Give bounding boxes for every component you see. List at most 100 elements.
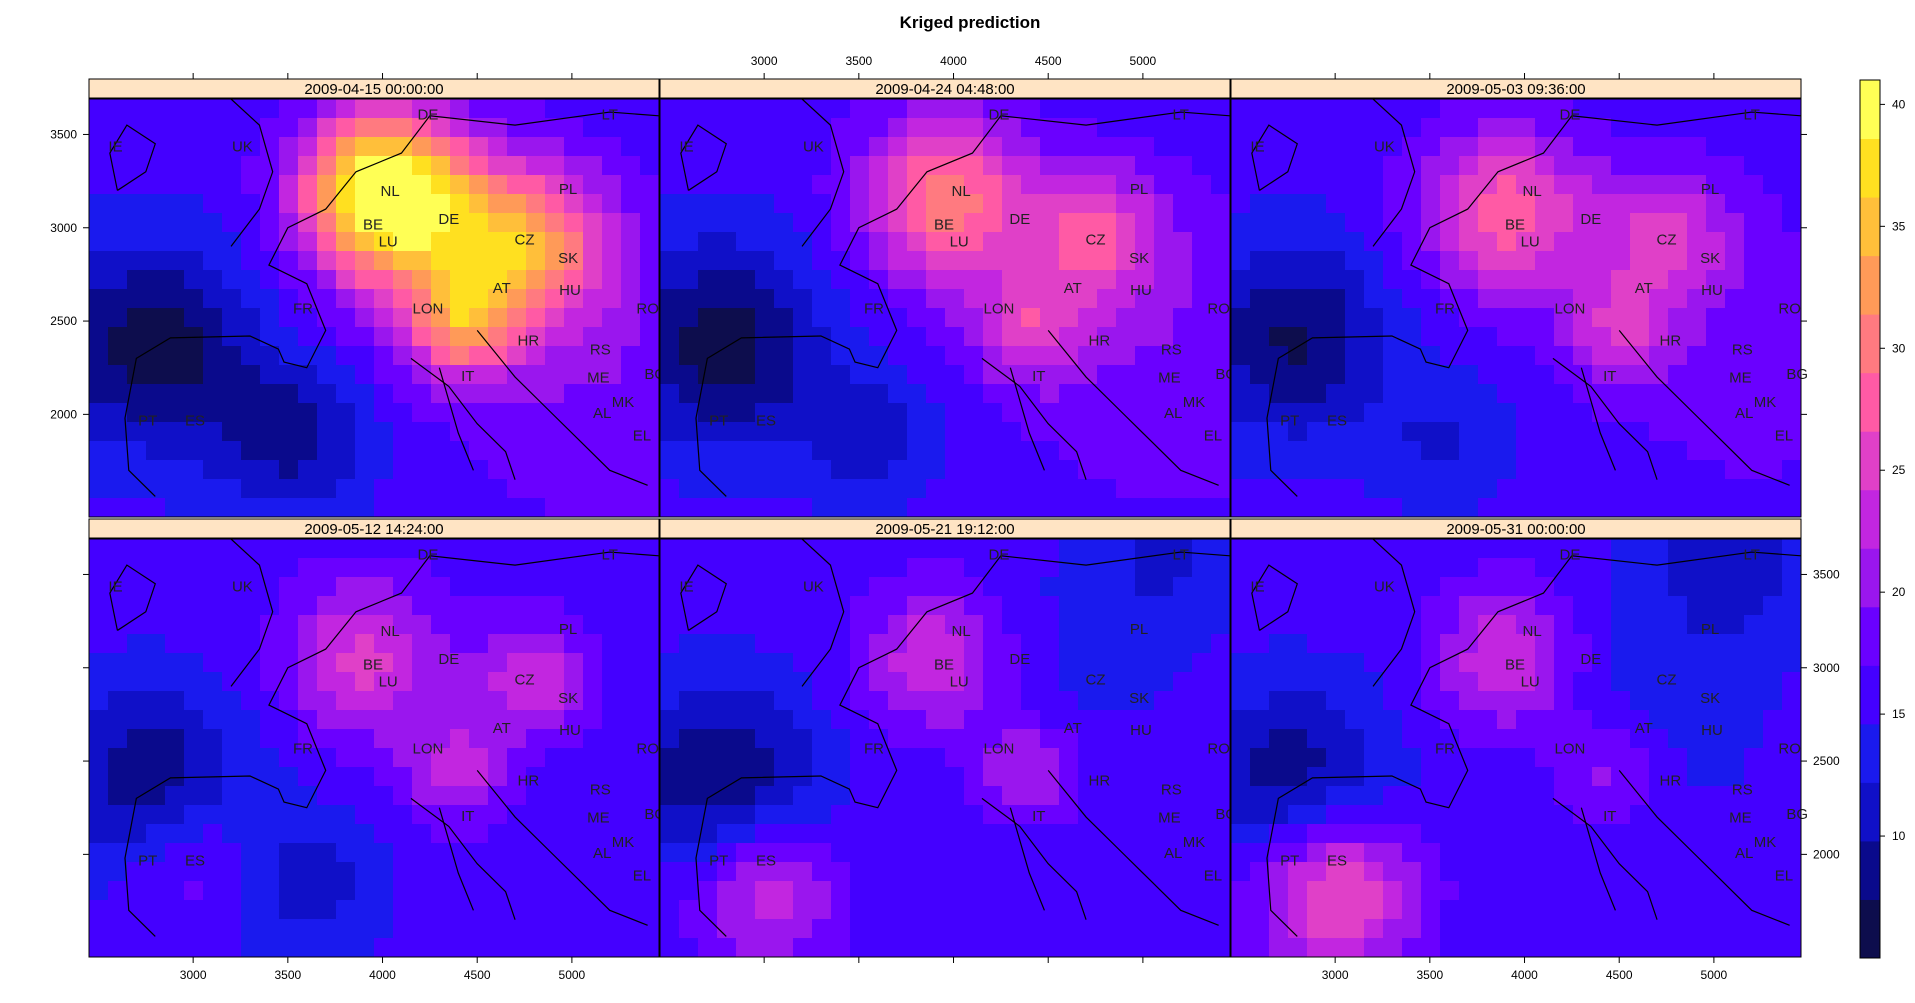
heatmap-cell bbox=[1592, 805, 1612, 825]
heatmap-cell bbox=[1211, 691, 1230, 711]
heatmap-cell bbox=[1059, 270, 1079, 290]
heatmap-cell bbox=[336, 805, 356, 825]
heatmap-cell bbox=[1668, 824, 1688, 844]
heatmap-cell bbox=[1135, 327, 1155, 347]
heatmap-cell bbox=[755, 710, 775, 730]
heatmap-cell bbox=[222, 422, 242, 442]
heatmap-cell bbox=[1725, 615, 1745, 635]
heatmap-cell bbox=[1192, 403, 1212, 423]
heatmap-cell bbox=[1078, 672, 1098, 692]
heatmap-cell bbox=[1725, 691, 1745, 711]
heatmap-cell bbox=[774, 346, 794, 366]
heatmap-cell bbox=[507, 539, 527, 559]
heatmap-cell bbox=[1421, 232, 1441, 252]
heatmap-cell bbox=[1307, 767, 1327, 787]
heatmap-cell bbox=[1421, 710, 1441, 730]
heatmap-cell bbox=[717, 175, 737, 195]
heatmap-cell bbox=[127, 729, 147, 749]
heatmap-cell bbox=[1154, 634, 1174, 654]
heatmap-cell bbox=[1573, 118, 1593, 138]
heatmap-cell bbox=[1173, 710, 1193, 730]
heatmap-cell bbox=[888, 767, 908, 787]
panel-strip bbox=[88, 518, 660, 539]
heatmap-cell bbox=[698, 634, 718, 654]
heatmap-cell bbox=[1497, 805, 1517, 825]
country-label: NL bbox=[952, 183, 971, 200]
heatmap-cell bbox=[1250, 634, 1270, 654]
heatmap-cell bbox=[298, 384, 318, 404]
heatmap-cell bbox=[850, 441, 870, 461]
heatmap-cell bbox=[203, 824, 223, 844]
heatmap-cell bbox=[355, 539, 375, 559]
heatmap-cell bbox=[774, 558, 794, 578]
heatmap-cell bbox=[679, 710, 699, 730]
heatmap-cell bbox=[1135, 767, 1155, 787]
heatmap-cell bbox=[336, 479, 356, 499]
heatmap-cell bbox=[393, 881, 413, 901]
heatmap-cell bbox=[203, 213, 223, 233]
heatmap-cell bbox=[1459, 748, 1479, 768]
heatmap-cell bbox=[1459, 194, 1479, 214]
heatmap-cell bbox=[1763, 194, 1783, 214]
heatmap-cell bbox=[412, 900, 432, 920]
heatmap-cell bbox=[1059, 672, 1079, 692]
heatmap-cell bbox=[1611, 710, 1631, 730]
heatmap-cell bbox=[1307, 403, 1327, 423]
heatmap-cell bbox=[1706, 672, 1726, 692]
heatmap-cell bbox=[298, 577, 318, 597]
heatmap-cell bbox=[1440, 615, 1460, 635]
heatmap-cell bbox=[412, 862, 432, 882]
heatmap-cell bbox=[1192, 615, 1212, 635]
heatmap-cell bbox=[1725, 270, 1745, 290]
heatmap-cell bbox=[1611, 213, 1631, 233]
coastline bbox=[981, 797, 1087, 920]
heatmap-cell bbox=[1687, 900, 1707, 920]
heatmap-cell bbox=[888, 634, 908, 654]
country-label: LON bbox=[984, 301, 1015, 318]
heatmap-cell bbox=[1592, 786, 1612, 806]
heatmap-cell bbox=[1269, 156, 1289, 176]
heatmap-cell bbox=[1097, 460, 1117, 480]
heatmap-cell bbox=[1192, 900, 1212, 920]
heatmap-cell bbox=[945, 615, 965, 635]
heatmap-cell bbox=[488, 938, 508, 957]
heatmap-cell bbox=[260, 634, 280, 654]
heatmap-cell bbox=[621, 615, 641, 635]
heatmap-cell bbox=[317, 748, 337, 768]
heatmap-cell bbox=[621, 824, 641, 844]
heatmap-cell bbox=[203, 919, 223, 939]
heatmap-cell bbox=[964, 919, 984, 939]
heatmap-cell bbox=[888, 346, 908, 366]
heatmap-cell bbox=[108, 308, 128, 328]
heatmap-cell bbox=[812, 729, 832, 749]
heatmap-cell bbox=[1706, 194, 1726, 214]
heatmap-cell bbox=[1478, 843, 1498, 863]
coastline bbox=[1372, 99, 1416, 247]
heatmap-cell bbox=[1535, 479, 1555, 499]
heatmap-cell bbox=[1725, 365, 1745, 385]
heatmap-cell bbox=[184, 156, 204, 176]
heatmap-cell bbox=[1002, 251, 1022, 271]
heatmap-cell bbox=[165, 824, 185, 844]
heatmap-cell bbox=[926, 691, 946, 711]
heatmap-cell bbox=[108, 422, 128, 442]
heatmap-cell bbox=[1192, 270, 1212, 290]
heatmap-cell bbox=[1421, 365, 1441, 385]
heatmap-cell bbox=[1307, 805, 1327, 825]
heatmap-cell bbox=[1097, 862, 1117, 882]
heatmap-cell bbox=[1288, 422, 1308, 442]
heatmap-cell bbox=[660, 175, 680, 195]
heatmap-cell bbox=[602, 270, 622, 290]
heatmap-cell bbox=[507, 498, 527, 517]
heatmap-cell bbox=[1364, 213, 1384, 233]
heatmap-cell bbox=[1250, 938, 1270, 957]
heatmap-cell bbox=[1554, 539, 1574, 559]
heatmap-cell bbox=[203, 232, 223, 252]
heatmap-cell bbox=[774, 365, 794, 385]
heatmap-cell bbox=[431, 824, 451, 844]
heatmap-cell bbox=[907, 479, 927, 499]
heatmap-cell bbox=[945, 577, 965, 597]
heatmap-cell bbox=[374, 710, 394, 730]
heatmap-cell bbox=[1402, 672, 1422, 692]
heatmap-cell bbox=[1231, 634, 1251, 654]
